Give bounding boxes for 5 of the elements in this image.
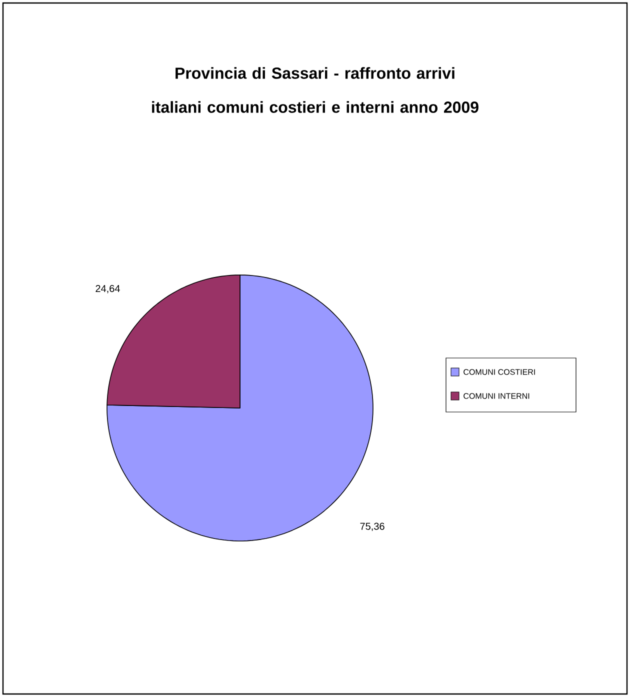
data-label: 24,64 [96,284,120,294]
chart-title: Provincia di Sassari - raffronto arrivi italiani comuni costieri e interni anno 2009 [152,67,478,113]
legend-label: COMUNI COSTIERI [464,369,535,375]
data-label: 75,36 [360,522,384,532]
legend-label: COMUNI INTERNI [464,393,530,399]
